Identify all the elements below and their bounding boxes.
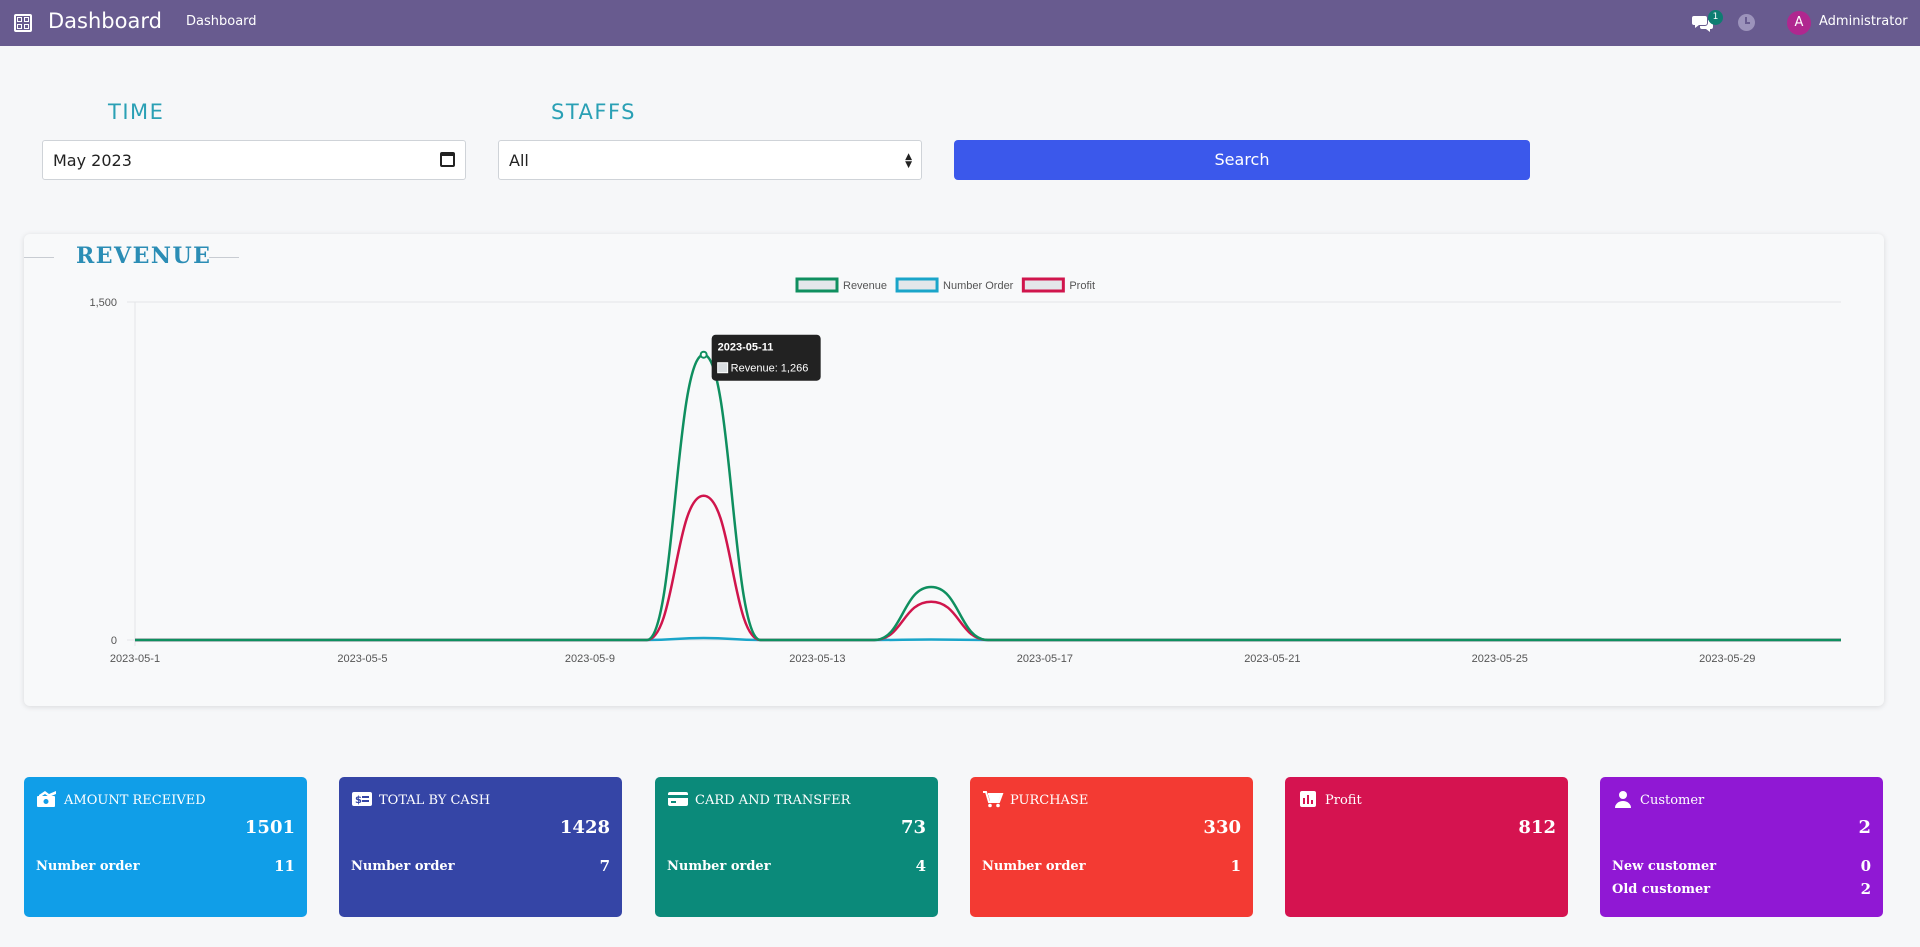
- select-arrows-icon: ▲ ▼: [905, 152, 912, 170]
- stat-value: 73: [900, 817, 926, 838]
- x-tick-label: 2023-05-9: [565, 653, 615, 665]
- cash-icon: $: [351, 790, 373, 808]
- stat-row-value: 2: [1860, 880, 1871, 898]
- stat-card-purchase: PURCHASE 330 Number order 1: [970, 777, 1253, 917]
- clock-icon[interactable]: [1738, 14, 1755, 31]
- avatar[interactable]: A: [1787, 11, 1811, 35]
- month-input[interactable]: May 2023: [42, 140, 466, 180]
- chat-badge: 1: [1708, 10, 1723, 25]
- tooltip-title: 2023-05-11: [718, 342, 774, 354]
- revenue-peak-point: [699, 350, 708, 359]
- search-button[interactable]: Search: [954, 140, 1530, 180]
- user-menu[interactable]: Administrator: [1819, 14, 1908, 29]
- stat-value: 1428: [559, 817, 610, 838]
- x-tick-label: 2023-05-13: [789, 653, 845, 665]
- revenue-title: REVENUE: [76, 243, 212, 269]
- staffs-select[interactable]: All ▲ ▼: [498, 140, 922, 180]
- stat-row-value: 7: [599, 857, 610, 875]
- stat-row-label: New customer: [1612, 859, 1717, 874]
- legend-swatch: [1021, 277, 1065, 293]
- stat-title: PURCHASE: [1010, 793, 1089, 808]
- stat-row-label: Number order: [982, 859, 1086, 874]
- stat-value: 812: [1518, 817, 1556, 838]
- stat-card-total-by-cash: $ TOTAL BY CASH 1428 Number order 7: [339, 777, 622, 917]
- svg-text:$: $: [355, 795, 362, 806]
- app-title: Dashboard: [48, 9, 162, 33]
- x-tick-label: 2023-05-1: [110, 653, 160, 665]
- stat-value: 1501: [244, 817, 295, 838]
- legend-swatch: [895, 277, 939, 293]
- calendar-icon[interactable]: [440, 152, 455, 167]
- stat-row-label: Number order: [351, 859, 455, 874]
- time-label: TIME: [108, 100, 165, 124]
- user-icon: [1612, 790, 1634, 808]
- stat-value: 2: [1858, 817, 1871, 838]
- cart-icon: [982, 790, 1004, 808]
- stat-title: AMOUNT RECEIVED: [64, 793, 206, 808]
- x-tick-label: 2023-05-21: [1244, 653, 1300, 665]
- stat-card-card-and-transfer: CARD AND TRANSFER 73 Number order 4: [655, 777, 938, 917]
- x-tick-label: 2023-05-5: [337, 653, 387, 665]
- stat-title: Profit: [1325, 793, 1362, 808]
- stat-card-amount-received: AMOUNT RECEIVED 1501 Number order 11: [24, 777, 307, 917]
- title-divider-right: [209, 257, 239, 258]
- stat-card-profit: Profit 812: [1285, 777, 1568, 917]
- revenue-card: REVENUE 1,500 0 2023-05-1 2023-05-5 2023-05-…: [24, 234, 1884, 706]
- legend-label: Profit: [1069, 280, 1095, 292]
- x-tick-label: 2023-05-17: [1017, 653, 1073, 665]
- series-line-revenue: [135, 353, 1841, 642]
- stat-title: Customer: [1640, 793, 1705, 808]
- money-bill-icon: [36, 790, 58, 808]
- stat-title: CARD AND TRANSFER: [695, 793, 851, 808]
- legend-label: Revenue: [843, 280, 887, 292]
- y-tick-label: 0: [111, 635, 117, 647]
- staffs-select-value: All: [509, 151, 529, 170]
- legend-label: Number Order: [943, 280, 1014, 292]
- apps-grid-icon[interactable]: [14, 14, 32, 32]
- y-tick-label: 1,500: [89, 297, 117, 309]
- stat-row-value: 4: [915, 857, 926, 875]
- tooltip-swatch: [717, 362, 729, 374]
- title-divider-left: [24, 257, 54, 258]
- series-line-profit: [135, 494, 1841, 642]
- x-tick-label: 2023-05-29: [1699, 653, 1755, 665]
- stat-row-value: 1: [1230, 857, 1241, 875]
- staffs-label: STAFFS: [551, 100, 637, 124]
- credit-card-icon: [667, 790, 689, 808]
- stat-row-label: Number order: [36, 859, 140, 874]
- stat-title: TOTAL BY CASH: [379, 793, 491, 808]
- top-navbar: Dashboard Dashboard 1 A Administrator: [0, 0, 1920, 46]
- stat-card-customer: Customer 2 New customer 0 Old customer 2: [1600, 777, 1883, 917]
- tooltip-label: Revenue: 1,266: [731, 363, 809, 375]
- month-input-value: May 2023: [53, 151, 132, 170]
- stat-row-label: Number order: [667, 859, 771, 874]
- bar-chart-icon: [1297, 790, 1319, 808]
- stat-value: 330: [1203, 817, 1241, 838]
- stat-row-value: 11: [274, 857, 295, 875]
- tooltip-box: [711, 334, 821, 381]
- revenue-chart[interactable]: 1,500 0 2023-05-1 2023-05-5 2023-05-9 2023-05…: [24, 234, 1884, 706]
- legend-swatch: [795, 277, 839, 293]
- x-tick-label: 2023-05-25: [1472, 653, 1528, 665]
- stat-row-label: Old customer: [1612, 882, 1711, 897]
- stat-row-value: 0: [1860, 857, 1871, 875]
- nav-menu-dashboard[interactable]: Dashboard: [186, 14, 257, 29]
